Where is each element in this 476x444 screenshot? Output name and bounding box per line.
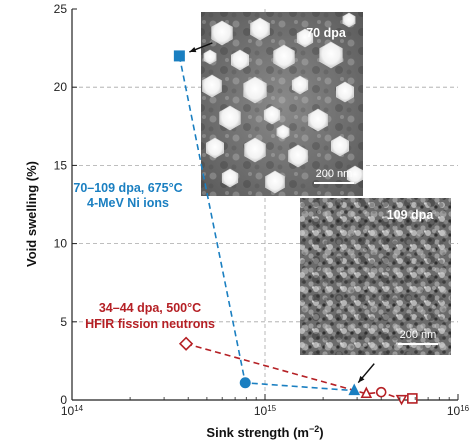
y-axis-label: Void swelling (%) xyxy=(24,161,39,267)
inset-micrograph-109dpa: 109 dpa 200 nm xyxy=(300,198,451,355)
x-tick-label: 1014 xyxy=(61,404,84,419)
x-axis-label-main: Sink strength (m xyxy=(206,425,309,440)
x-tick-exponent: 14 xyxy=(74,404,83,413)
inset-texture xyxy=(300,198,451,355)
series-2-marker-circle xyxy=(375,386,387,398)
y-tick-label: 25 xyxy=(54,2,68,16)
x-tick-label: 1016 xyxy=(447,404,470,419)
x-tick-base: 10 xyxy=(447,404,461,418)
void-particle xyxy=(206,137,224,159)
void-particle xyxy=(291,75,309,95)
inset-micrograph-70dpa: 70 dpa 200 nm xyxy=(201,12,364,196)
annotation-hfir-line1: 34–44 dpa, 500°C xyxy=(99,301,201,315)
scale-bar-label: 200 nm xyxy=(316,168,353,180)
inset-label-109dpa: 109 dpa xyxy=(387,208,435,222)
series-2-marker-diamond xyxy=(178,336,194,351)
series-1-marker-square xyxy=(173,50,185,62)
y-tick-label: 20 xyxy=(54,80,68,94)
annotation-ni-ions-line1: 70–109 dpa, 675°C xyxy=(73,181,182,195)
y-tick-label: 15 xyxy=(54,158,68,172)
void-particle xyxy=(330,135,350,157)
void-particle xyxy=(202,74,222,98)
markers xyxy=(173,50,418,406)
arrow-to-70dpa-head xyxy=(189,47,197,53)
series-2-marker-square xyxy=(407,393,418,404)
x-axis-label-suffix: ) xyxy=(319,425,323,440)
series-2-marker-triangle-down xyxy=(395,394,408,406)
series-1-marker-circle xyxy=(239,377,251,389)
void-particle xyxy=(203,49,217,65)
scale-bar-label: 200 nm xyxy=(400,329,437,341)
series-1-marker-triangle xyxy=(348,383,361,396)
void-particle xyxy=(288,144,308,168)
void-particle xyxy=(276,124,290,140)
y-tick-label: 10 xyxy=(54,237,68,251)
arrow-to-109dpa-head xyxy=(358,375,365,383)
void-particle xyxy=(263,105,281,125)
x-axis-label: Sink strength (m−2) xyxy=(206,424,323,440)
void-particle xyxy=(273,44,295,70)
x-axis-label-exponent: −2 xyxy=(309,424,319,434)
void-particle xyxy=(265,170,285,194)
annotation-hfir-line2: HFIR fission neutrons xyxy=(85,317,215,331)
void-particle xyxy=(346,165,364,185)
x-tick-exponent: 15 xyxy=(267,404,276,413)
void-particle xyxy=(211,20,233,46)
x-tick-base: 10 xyxy=(254,404,268,418)
void-particle xyxy=(342,12,356,28)
x-tick-exponent: 16 xyxy=(460,404,469,413)
void-particle xyxy=(219,105,241,131)
insets: 70 dpa 200 nm 109 dpa 200 nm xyxy=(201,12,451,355)
x-tick-label: 1015 xyxy=(254,404,277,419)
y-tick-label: 5 xyxy=(60,315,67,329)
annotations: 70–109 dpa, 675°C4-MeV Ni ions 34–44 dpa,… xyxy=(73,42,375,384)
y-tick-label: 0 xyxy=(60,393,67,407)
inset-label-70dpa: 70 dpa xyxy=(306,26,347,40)
void-particle xyxy=(250,17,270,41)
inset-texture xyxy=(201,12,363,196)
void-particle xyxy=(296,28,314,48)
series-2-marker-triangle xyxy=(360,386,373,399)
void-particle xyxy=(244,137,266,163)
void-particle xyxy=(231,49,249,71)
void-particle xyxy=(243,76,267,104)
void-particle xyxy=(308,108,328,132)
void-particle xyxy=(221,168,239,188)
void-particle xyxy=(335,81,355,103)
x-tick-base: 10 xyxy=(61,404,75,418)
annotation-ni-ions-line2: 4-MeV Ni ions xyxy=(87,196,169,210)
void-particle xyxy=(319,41,343,69)
